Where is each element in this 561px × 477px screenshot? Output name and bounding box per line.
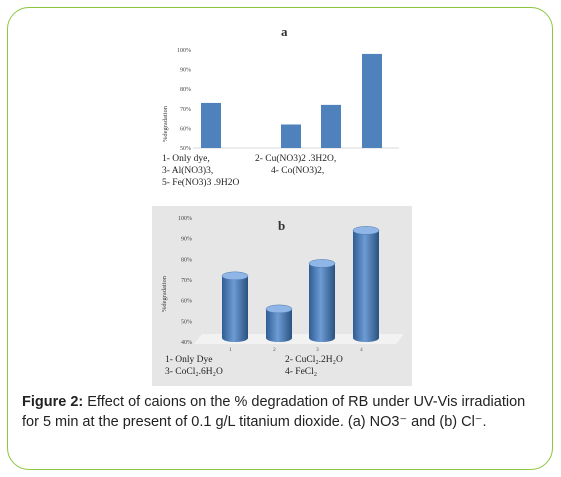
chart-a-legend-5: 5- Fe(NO3)3 .9H2O [162,178,240,188]
chart-a-ytick: 80% [180,87,191,93]
chart-a-legend-3: 3- Al(NO3)3, [162,166,214,176]
figure-frame [7,7,553,470]
chart-b-ytick: 80% [181,257,192,263]
chart-b-ytick: 90% [181,237,192,243]
chart-b-ytick: 100% [178,216,192,222]
caption-text: Effect of caions on the % degradation of… [22,394,526,430]
chart-b-ytick: 70% [181,278,192,284]
chart-b-bar-2 [265,304,293,342]
chart-b-legend-1: 1- Only Dye [165,355,213,365]
chart-b-xtick: 4 [360,347,363,353]
chart-b-xtick: 1 [229,347,232,353]
chart-b-xtick: 3 [316,347,319,353]
chart-b-panel: b %degradation 100% 90% 80% 70% 60% 50% 40% 1 2 3… [152,206,412,386]
chart-b-ytick: 60% [181,299,192,305]
figure-caption: Figure 2: Effect of caions on the % degr… [22,392,542,432]
chart-a-ytick: 50% [180,146,191,152]
chart-a-panel: a %degradation 100% 90% 80% 70% 60% 50% [153,18,415,193]
chart-b-xtick: 2 [273,347,276,353]
chart-b-title: b [278,218,285,233]
chart-a-svg: a %degradation 100% 90% 80% 70% 60% 50% [162,24,399,152]
chart-b-ytick: 50% [181,319,192,325]
chart-a-bar-5 [362,53,382,148]
chart-a-bar-1 [201,102,221,148]
chart-a-ytick: 60% [180,126,191,132]
chart-b-legend-2: 2- CuCl₂.2H₂O [285,355,343,365]
chart-a-ytick: 100% [177,48,191,54]
chart-b-ylabel: %degradation [161,275,168,312]
chart-a-ytick: 90% [180,68,191,74]
chart-b-ytick: 40% [181,340,192,346]
chart-b-bar-4 [352,226,380,342]
chart-a-ytick: 70% [180,107,191,113]
chart-a-legend-4: 4- Co(NO3)2, [271,166,325,176]
chart-b-bar-3 [308,259,336,342]
chart-b-svg: b %degradation 100% 90% 80% 70% 60% 50% 40% 1 2 3… [152,206,412,386]
chart-a-bar-4 [321,104,341,148]
chart-b-legend-4: 4- FeCl₂ [285,367,318,377]
chart-a-ylabel: %degradation [162,105,169,142]
chart-a-legend-1: 1- Only dye, [162,154,210,164]
chart-a-bar-3 [281,124,301,148]
chart-b-bar-1 [221,271,249,342]
chart-a-legend-2: 2- Cu(NO3)2 .3H2O, [255,154,337,164]
chart-a-title: a [281,24,288,39]
chart-b-legend-3: 3- CoCl₂.6H₂O [165,367,223,377]
caption-label: Figure 2: [22,394,84,410]
